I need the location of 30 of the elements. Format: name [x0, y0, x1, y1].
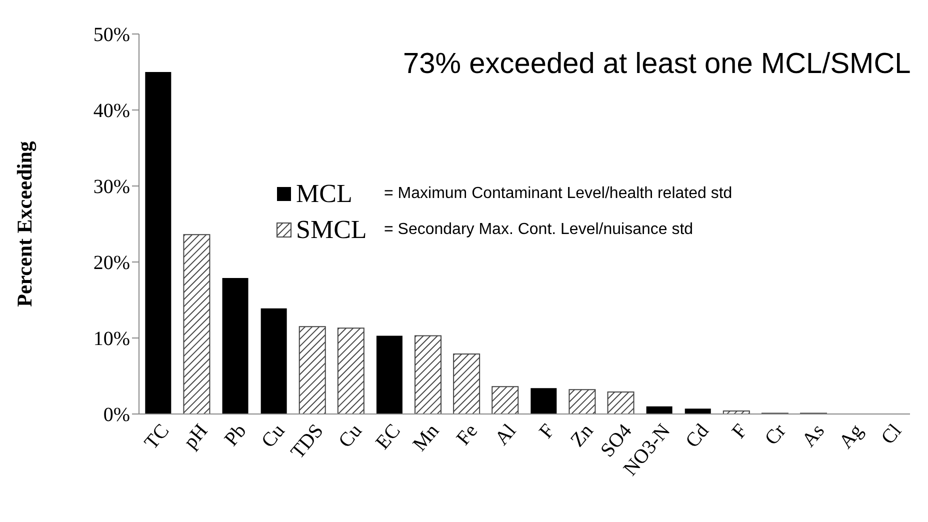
- x-tick-label: Fe: [452, 420, 482, 450]
- x-tick-label: F: [728, 420, 752, 443]
- x-tick-label: As: [798, 420, 830, 452]
- x-tick-label: F: [535, 420, 560, 443]
- x-tick-label: Zn: [566, 420, 598, 452]
- annotation: = Maximum Contaminant Level/health related std: [384, 185, 732, 203]
- x-tick-label: TDS: [286, 420, 328, 464]
- y-tick-label: 40%: [93, 100, 130, 122]
- x-tick-label: Pb: [220, 420, 251, 450]
- x-tick-label: Cu: [257, 420, 290, 452]
- y-axis-title: Percent Exceeding: [12, 140, 36, 307]
- y-tick-label: 0%: [103, 404, 130, 426]
- annotation: 73% exceeded at least one MCL/SMCL: [403, 48, 911, 81]
- y-tick-label: 10%: [93, 328, 130, 350]
- y-tick-label: 30%: [93, 176, 130, 198]
- x-tick-label: Mn: [408, 420, 444, 456]
- annotation: = Secondary Max. Cont. Level/nuisance std: [384, 221, 694, 239]
- legend-label: SMCL: [296, 215, 368, 245]
- x-tick-label: Cl: [877, 420, 906, 449]
- x-tick-label: TC: [140, 420, 174, 454]
- y-tick-label: 50%: [93, 24, 130, 46]
- x-tick-label: Al: [490, 420, 521, 450]
- x-tick-label: Cu: [334, 420, 366, 452]
- x-tick-label: Ag: [834, 420, 868, 453]
- y-tick-label: 20%: [93, 252, 130, 274]
- x-tick-label: pH: [180, 420, 212, 453]
- x-tick-label: EC: [372, 420, 405, 454]
- x-tick-label: Cr: [760, 420, 791, 450]
- x-tick-label: Cd: [681, 420, 714, 452]
- legend-label: MCL: [296, 179, 354, 209]
